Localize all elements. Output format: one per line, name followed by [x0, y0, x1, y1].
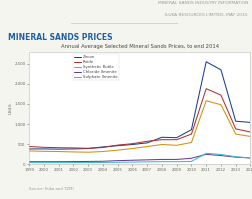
Sulphate Ilmenite — [233, 156, 236, 158]
Sulphate Ilmenite — [145, 161, 148, 163]
Sulphate Ilmenite — [72, 161, 75, 164]
Chloride Ilmenite — [233, 156, 236, 158]
Chloride Ilmenite — [218, 154, 222, 157]
Rutile — [42, 146, 45, 148]
Rutile — [130, 142, 133, 145]
Rutile — [145, 140, 148, 142]
Chloride Ilmenite — [72, 160, 75, 163]
Synthetic Rutile — [27, 150, 30, 152]
Synthetic Rutile — [101, 150, 104, 153]
Sulphate Ilmenite — [116, 161, 119, 163]
Text: MINERAL SANDS INDUSTRY INFORMATION: MINERAL SANDS INDUSTRY INFORMATION — [157, 1, 247, 5]
Text: ILUKA RESOURCES LIMITED, MAY 2015: ILUKA RESOURCES LIMITED, MAY 2015 — [165, 13, 247, 17]
Zircon — [116, 144, 119, 147]
Synthetic Rutile — [218, 103, 222, 106]
Rutile — [86, 147, 89, 149]
Chloride Ilmenite — [174, 158, 177, 161]
Chloride Ilmenite — [42, 160, 45, 163]
Sulphate Ilmenite — [204, 152, 207, 155]
Rutile — [72, 147, 75, 149]
Zircon — [86, 147, 89, 150]
Text: MINERAL SANDS PRICES: MINERAL SANDS PRICES — [8, 33, 112, 42]
Rutile — [57, 146, 60, 149]
Sulphate Ilmenite — [42, 161, 45, 164]
Synthetic Rutile — [160, 143, 163, 146]
Synthetic Rutile — [130, 147, 133, 150]
Sulphate Ilmenite — [27, 161, 30, 164]
Line: Rutile: Rutile — [29, 89, 249, 148]
Sulphate Ilmenite — [189, 160, 192, 163]
Synthetic Rutile — [189, 141, 192, 144]
Synthetic Rutile — [174, 144, 177, 146]
Chloride Ilmenite — [160, 158, 163, 161]
Chloride Ilmenite — [101, 160, 104, 162]
Zircon — [218, 69, 222, 71]
Synthetic Rutile — [204, 100, 207, 102]
Rutile — [204, 88, 207, 90]
Synthetic Rutile — [42, 150, 45, 152]
Line: Zircon: Zircon — [29, 62, 249, 149]
Line: Synthetic Rutile: Synthetic Rutile — [29, 101, 249, 152]
Zircon — [42, 148, 45, 150]
Sulphate Ilmenite — [130, 161, 133, 163]
Rutile — [174, 139, 177, 141]
Chloride Ilmenite — [145, 159, 148, 161]
Synthetic Rutile — [145, 145, 148, 148]
Synthetic Rutile — [116, 149, 119, 151]
Synthetic Rutile — [57, 150, 60, 153]
Chloride Ilmenite — [130, 159, 133, 161]
Legend: Zircon, Rutile, Synthetic Rutile, Chloride Ilmenite, Sulphate Ilmenite: Zircon, Rutile, Synthetic Rutile, Chlori… — [73, 54, 118, 80]
Synthetic Rutile — [248, 135, 251, 138]
Synthetic Rutile — [233, 133, 236, 135]
Chloride Ilmenite — [86, 160, 89, 163]
Rutile — [218, 94, 222, 96]
Chloride Ilmenite — [57, 160, 60, 163]
Zircon — [101, 146, 104, 148]
Sulphate Ilmenite — [160, 160, 163, 163]
Zircon — [204, 60, 207, 63]
Sulphate Ilmenite — [174, 160, 177, 163]
Line: Sulphate Ilmenite: Sulphate Ilmenite — [29, 153, 249, 163]
Zircon — [27, 148, 30, 150]
Zircon — [189, 128, 192, 131]
Chloride Ilmenite — [248, 157, 251, 159]
Y-axis label: US$/t: US$/t — [8, 102, 12, 114]
Synthetic Rutile — [72, 151, 75, 153]
Title: Annual Average Selected Mineral Sands Prices, to end 2014: Annual Average Selected Mineral Sands Pr… — [60, 44, 218, 49]
Zircon — [174, 137, 177, 139]
Chloride Ilmenite — [189, 157, 192, 159]
Sulphate Ilmenite — [218, 153, 222, 156]
Sulphate Ilmenite — [248, 157, 251, 159]
Rutile — [160, 139, 163, 141]
Rutile — [189, 133, 192, 135]
Sulphate Ilmenite — [86, 161, 89, 164]
Sulphate Ilmenite — [101, 161, 104, 164]
Synthetic Rutile — [86, 151, 89, 153]
Chloride Ilmenite — [116, 159, 119, 162]
Zircon — [248, 121, 251, 124]
Zircon — [72, 148, 75, 150]
Rutile — [233, 128, 236, 130]
Zircon — [233, 120, 236, 122]
Chloride Ilmenite — [204, 153, 207, 156]
Zircon — [160, 136, 163, 139]
Rutile — [116, 144, 119, 146]
Rutile — [248, 131, 251, 133]
Rutile — [27, 145, 30, 148]
Chloride Ilmenite — [27, 160, 30, 163]
Rutile — [101, 146, 104, 149]
Line: Chloride Ilmenite: Chloride Ilmenite — [29, 154, 249, 162]
Text: Source: Iluka and TZMI: Source: Iluka and TZMI — [29, 187, 73, 191]
Sulphate Ilmenite — [57, 161, 60, 164]
Zircon — [57, 148, 60, 150]
Zircon — [145, 142, 148, 144]
Zircon — [130, 143, 133, 146]
